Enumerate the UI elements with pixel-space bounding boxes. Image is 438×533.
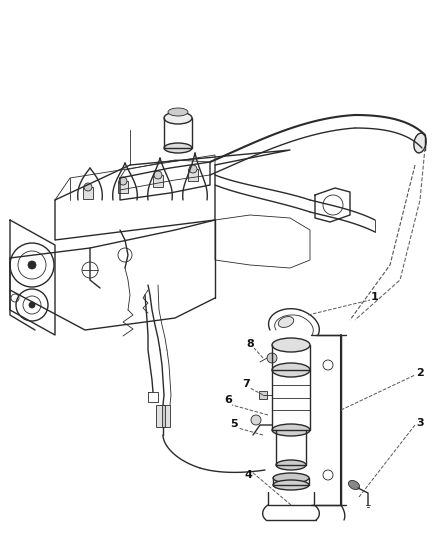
Circle shape: [189, 165, 197, 173]
Circle shape: [119, 177, 127, 185]
Ellipse shape: [272, 424, 310, 436]
Bar: [188, 169, 198, 181]
Text: 6: 6: [224, 395, 232, 405]
Text: 4: 4: [244, 470, 252, 480]
Bar: [83, 187, 93, 199]
Bar: [259, 391, 267, 399]
Ellipse shape: [272, 338, 310, 352]
Text: 1: 1: [371, 292, 379, 302]
Ellipse shape: [273, 473, 309, 483]
Ellipse shape: [276, 460, 306, 470]
Bar: [118, 181, 128, 193]
Bar: [153, 175, 163, 187]
Ellipse shape: [272, 363, 310, 377]
Ellipse shape: [349, 480, 360, 490]
Ellipse shape: [168, 108, 188, 116]
Circle shape: [267, 353, 277, 363]
Ellipse shape: [273, 480, 309, 490]
Bar: [162, 405, 165, 427]
Ellipse shape: [164, 143, 192, 153]
Text: 3: 3: [416, 418, 424, 428]
Ellipse shape: [278, 317, 294, 327]
Text: 2: 2: [416, 368, 424, 378]
Circle shape: [84, 183, 92, 191]
Text: 7: 7: [242, 379, 250, 389]
Circle shape: [28, 261, 36, 269]
Ellipse shape: [164, 112, 192, 124]
Bar: [156, 405, 170, 427]
Text: 5: 5: [230, 419, 238, 429]
Ellipse shape: [414, 133, 426, 153]
Circle shape: [154, 171, 162, 179]
Circle shape: [251, 415, 261, 425]
Circle shape: [29, 302, 35, 308]
Text: 8: 8: [246, 339, 254, 349]
